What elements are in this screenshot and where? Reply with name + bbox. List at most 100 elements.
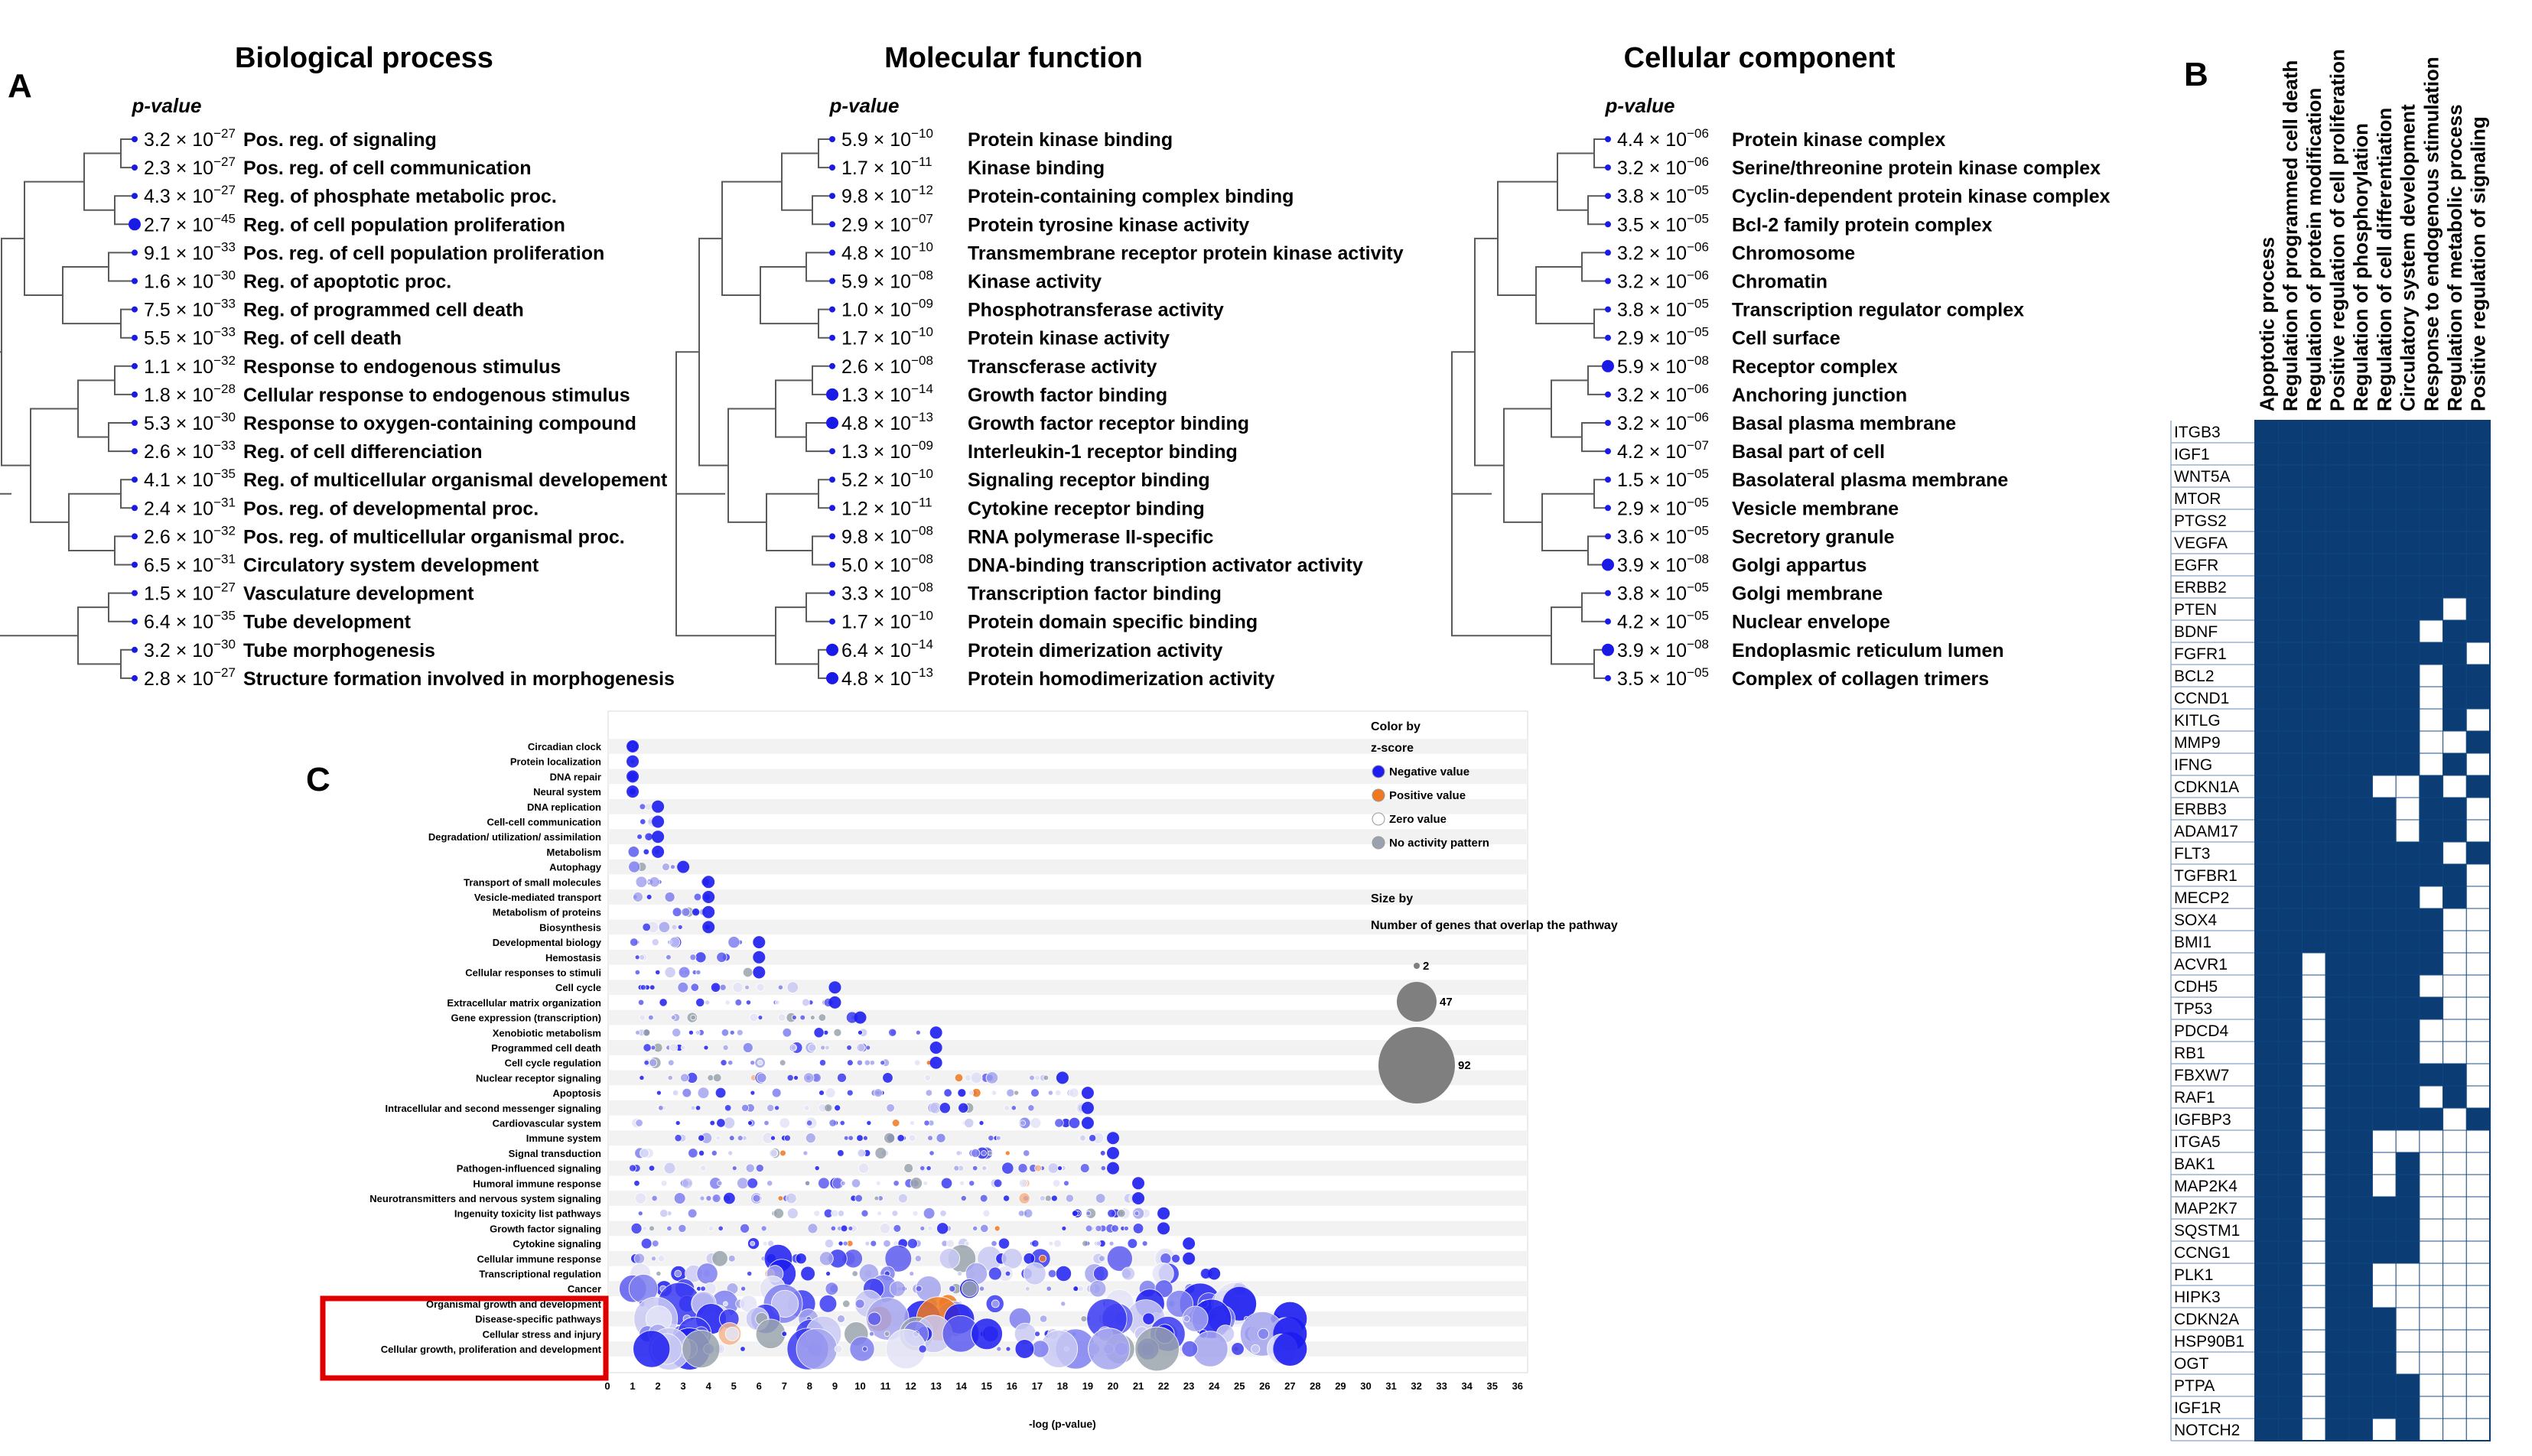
gene-label: ADAM17 <box>2174 823 2238 840</box>
row-band <box>608 1100 1528 1116</box>
dendrogram-branch <box>1581 422 1608 453</box>
p-value-exponent: −33 <box>213 438 236 453</box>
heatmap-cell-on <box>2301 841 2326 865</box>
p-value-exponent: −08 <box>1687 353 1709 368</box>
gene-label: RAF1 <box>2174 1089 2215 1107</box>
pathway-bubble <box>988 1135 994 1142</box>
heatmap-cell-on <box>2278 1019 2303 1042</box>
p-value-text: 1.8 × 10−28 <box>144 382 236 406</box>
significance-dot <box>826 671 838 684</box>
pathway-bubble <box>651 938 659 947</box>
pathway-bubble <box>856 1059 863 1066</box>
heatmap-cell-on <box>2395 686 2420 710</box>
dendrogram-branch <box>1593 138 1608 169</box>
pathway-bubble <box>1024 1285 1030 1292</box>
pathway-bubble <box>703 1045 709 1051</box>
significance-dot <box>129 218 141 231</box>
heatmap-cell-on <box>2348 819 2374 843</box>
dendrogram-branch <box>775 606 819 665</box>
heatmap-cell-on <box>2254 1196 2280 1220</box>
heatmap-cell-off <box>2443 1351 2467 1375</box>
heatmap-row: CDKN1A <box>2171 775 2491 798</box>
pathway-bubble <box>757 1060 763 1066</box>
p-value-exponent: −05 <box>1687 325 1709 340</box>
heatmap-cell-off <box>2443 1240 2467 1264</box>
heatmap-column-label: Circulatory system development <box>2397 104 2420 411</box>
pathway-bubble <box>1231 1342 1245 1356</box>
heatmap-cell-off <box>2465 708 2491 732</box>
pathway-bubble <box>1208 1267 1221 1280</box>
heatmap-cell-on <box>2372 863 2397 887</box>
heatmap-cell-on <box>2395 930 2420 954</box>
pathway-bubble <box>846 1089 854 1097</box>
heatmap-cell-off <box>2301 1152 2326 1175</box>
pathway-bubble <box>712 1073 722 1083</box>
pathway-bubble <box>643 1029 651 1037</box>
p-value-exponent: −31 <box>213 495 236 509</box>
pathway-bubble <box>801 998 810 1007</box>
pathway-bubble <box>939 1102 951 1114</box>
heatmap-cell-off <box>2301 974 2326 998</box>
pathway-bubble <box>791 1015 797 1021</box>
heatmap-row: CDH5 <box>2171 974 2491 998</box>
go-term-row: 1.8 × 10−28 Cellular response to endogeno… <box>132 382 630 406</box>
pathway-bubble <box>642 1225 648 1231</box>
heatmap-cell-on <box>2419 575 2444 599</box>
p-value-exponent: −05 <box>1687 523 1709 538</box>
heatmap-cell-on <box>2419 509 2444 532</box>
pathway-bubble <box>781 1331 788 1337</box>
pathway-bubble <box>1142 1312 1155 1325</box>
p-value-text: 3.5 × 10−05 <box>1617 665 1709 690</box>
go-term-label: RNA polymerase II-specific <box>968 526 1214 548</box>
pathway-label: DNA replication <box>527 801 601 813</box>
heatmap-cell-on <box>2395 974 2420 998</box>
legend-swatch <box>1372 812 1385 826</box>
go-term-row: 1.3 × 10−09 Interleukin-1 receptor bindin… <box>829 438 1238 463</box>
heatmap-cell-on <box>2465 509 2491 532</box>
heatmap-cell-on <box>2301 420 2326 444</box>
pathway-bubble <box>893 1224 902 1233</box>
row-band <box>608 739 1528 754</box>
pathway-bubble <box>740 1285 747 1292</box>
pathway-bubble <box>721 1029 730 1037</box>
heatmap-cell-on <box>2348 1373 2374 1397</box>
significance-dot <box>1605 590 1611 596</box>
heatmap-cell-on <box>2254 1351 2280 1375</box>
go-term-label: Cyclin-dependent protein kinase complex <box>1732 186 2111 207</box>
pathway-bubble <box>846 1059 854 1067</box>
heatmap-cell-off <box>2419 1329 2444 1353</box>
heatmap-cell-on <box>2325 841 2350 865</box>
heatmap-cell-on <box>2348 442 2374 466</box>
heatmap-cell-on <box>2465 553 2491 577</box>
significance-dot <box>1605 164 1611 171</box>
pathway-bubble <box>923 1120 930 1126</box>
pathway-bubble <box>874 1088 883 1097</box>
heatmap-cell-on <box>2325 1396 2350 1419</box>
pathway-bubble <box>747 1120 753 1126</box>
pathway-bubble <box>875 1180 881 1186</box>
heatmap-row: IFNG <box>2171 752 2491 776</box>
pathway-bubble <box>882 1072 893 1084</box>
pathway-bubble <box>851 1270 858 1277</box>
heatmap-cell-on <box>2395 952 2420 976</box>
heatmap-cell-off <box>2443 1152 2467 1175</box>
pathway-label: Pathogen-influenced signaling <box>457 1163 601 1175</box>
x-tick-label: 5 <box>731 1380 737 1392</box>
significance-dot <box>829 334 835 341</box>
heatmap-cell-on <box>2278 1041 2303 1064</box>
heatmap-cell-on <box>2443 575 2467 599</box>
heatmap-cell-off <box>2465 819 2491 843</box>
heatmap-cell-off <box>2465 1418 2491 1441</box>
pathway-bubble <box>985 1071 999 1084</box>
pathway-bubble <box>1157 1222 1170 1235</box>
heatmap-cell-on <box>2372 664 2397 687</box>
dendrogram-branch <box>114 535 135 566</box>
pathway-bubble <box>756 983 765 992</box>
pathway-bubble <box>779 1059 786 1067</box>
go-term-label: Phosphotransferase activity <box>968 300 1224 321</box>
pathway-bubble <box>910 1177 923 1190</box>
x-tick-label: 19 <box>1082 1380 1093 1392</box>
pathway-label: Transcriptional regulation <box>479 1269 601 1280</box>
pathway-bubble <box>959 1180 965 1186</box>
